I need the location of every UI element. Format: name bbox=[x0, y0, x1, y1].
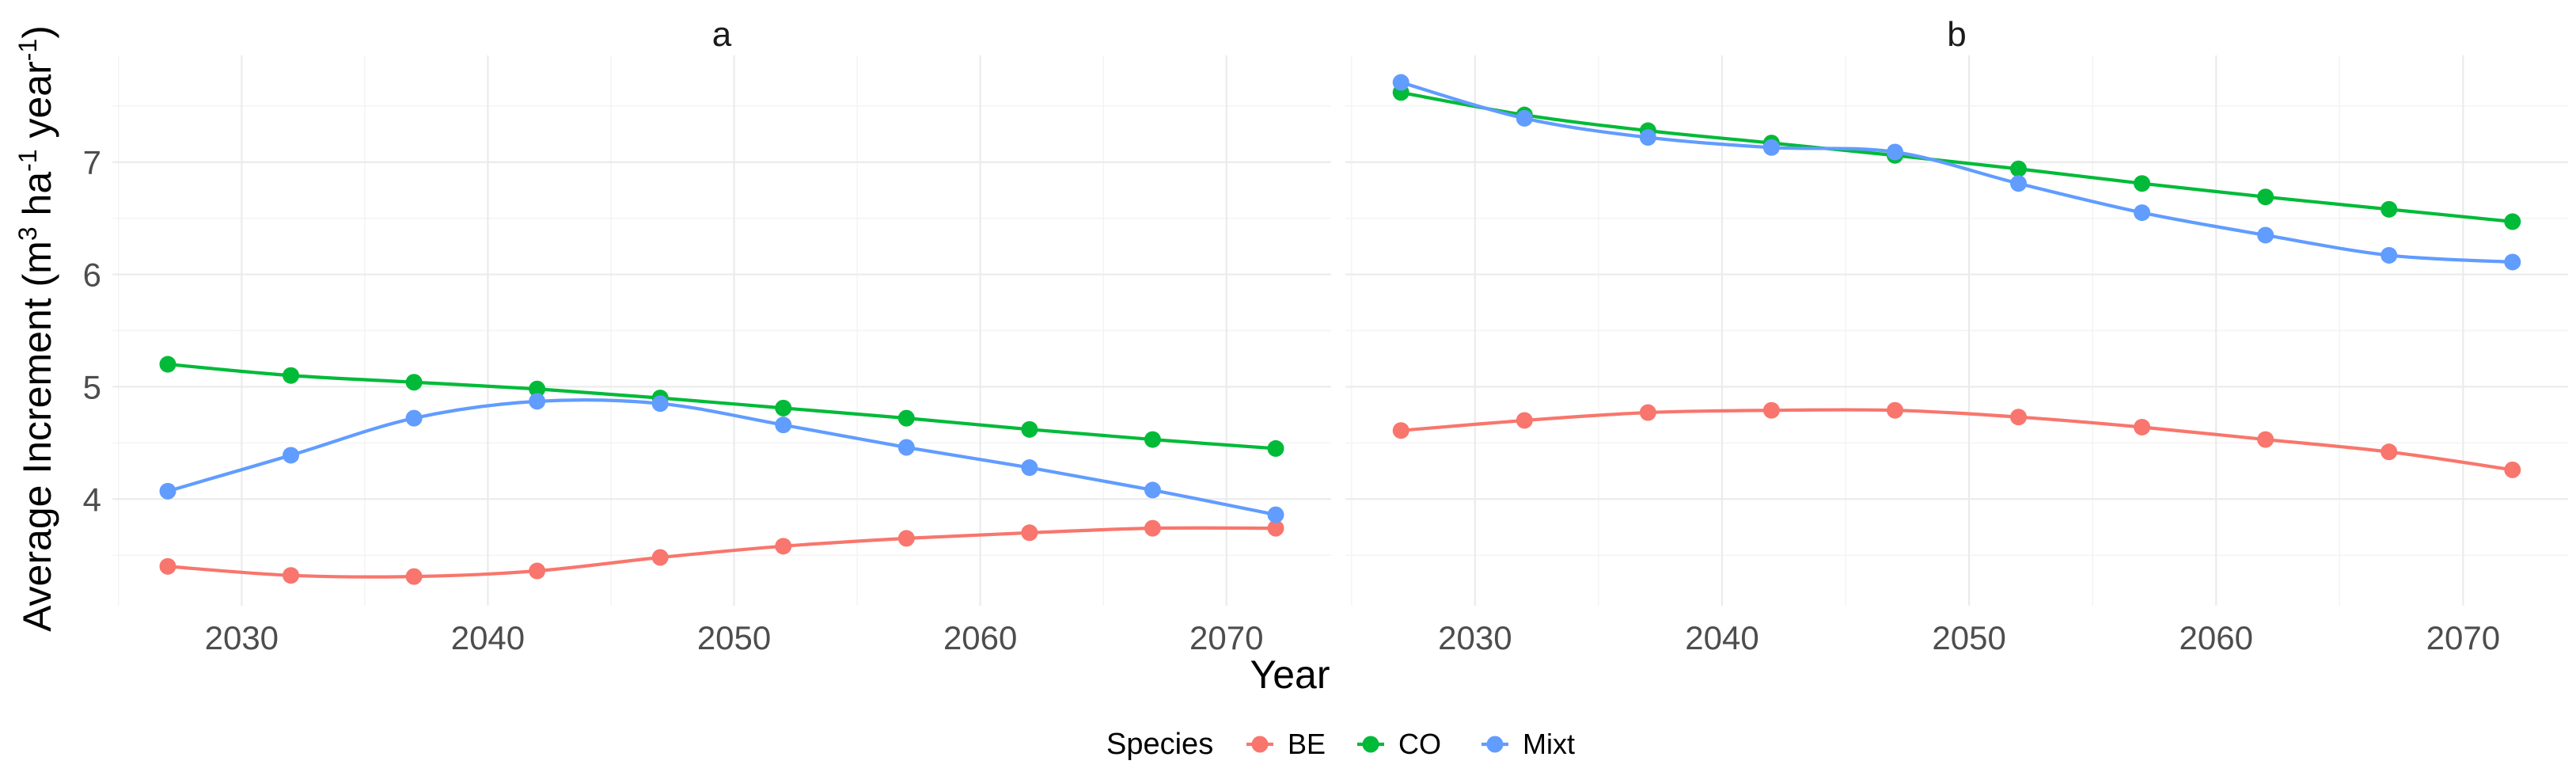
data-point bbox=[1144, 481, 1161, 499]
legend-point-key bbox=[1251, 736, 1269, 753]
data-point bbox=[2381, 246, 2398, 264]
data-point bbox=[1886, 401, 1903, 419]
x-tick-label: 2030 bbox=[205, 619, 279, 656]
data-point bbox=[1021, 524, 1038, 542]
series-line bbox=[1399, 90, 2514, 224]
legend-entry-mixt: Mixt bbox=[1481, 728, 1575, 760]
series-mixt bbox=[159, 393, 1284, 523]
data-point bbox=[1144, 519, 1161, 537]
legend-entry-co: CO bbox=[1357, 728, 1441, 760]
data-point bbox=[159, 356, 176, 373]
data-point bbox=[2504, 461, 2521, 478]
series-line bbox=[165, 397, 1278, 517]
data-point bbox=[1144, 431, 1161, 448]
legend-label: BE bbox=[1288, 728, 1326, 760]
data-point bbox=[159, 557, 176, 575]
legend-title: Species bbox=[1106, 728, 1213, 761]
data-point bbox=[283, 447, 300, 464]
x-tick-label: 2070 bbox=[2426, 619, 2500, 656]
data-point bbox=[1021, 420, 1038, 438]
data-point bbox=[1392, 74, 1409, 91]
data-point bbox=[2010, 160, 2028, 177]
x-tick-label: 2060 bbox=[2180, 619, 2253, 656]
data-point bbox=[159, 482, 176, 500]
data-point bbox=[1762, 139, 1780, 156]
data-point bbox=[2134, 204, 2151, 222]
data-point bbox=[1267, 519, 1284, 537]
legend: Species BE CO Mixt bbox=[1106, 728, 1575, 761]
series-line bbox=[165, 362, 1278, 451]
x-tick-label: 2060 bbox=[943, 619, 1017, 656]
data-point bbox=[529, 380, 546, 397]
data-point bbox=[1516, 109, 1533, 127]
data-point bbox=[2134, 418, 2151, 435]
panel-b: 2030 2040 2050 2060 2070 b bbox=[1345, 15, 2568, 656]
x-tick-label: 2040 bbox=[451, 619, 525, 656]
legend-entries: BE CO Mixt bbox=[1246, 728, 1575, 760]
data-point bbox=[1762, 401, 1780, 419]
series-be bbox=[159, 519, 1284, 585]
data-point bbox=[2504, 213, 2521, 230]
data-point bbox=[1639, 404, 1656, 421]
data-point bbox=[1886, 143, 1903, 161]
y-tick-label: 7 bbox=[83, 144, 101, 181]
x-tick-label: 2050 bbox=[697, 619, 771, 656]
data-point bbox=[2381, 443, 2398, 461]
y-tick-label: 6 bbox=[83, 257, 101, 294]
data-point bbox=[1267, 439, 1284, 457]
data-point bbox=[1639, 129, 1656, 146]
data-point bbox=[1021, 459, 1038, 477]
data-point bbox=[283, 567, 300, 584]
y-tick-label: 5 bbox=[83, 368, 101, 405]
legend-label: Mixt bbox=[1523, 728, 1575, 760]
data-point bbox=[2381, 200, 2398, 218]
panel-a: 2030 2040 2050 2060 2070 4 5 6 7 a bbox=[83, 15, 1331, 656]
data-point bbox=[775, 416, 792, 434]
legend-point-key bbox=[1486, 736, 1504, 753]
panel-strip-label: a bbox=[712, 15, 732, 54]
data-point bbox=[2134, 175, 2151, 192]
data-point bbox=[651, 395, 669, 413]
legend-point-key bbox=[1362, 736, 1379, 753]
data-point bbox=[529, 562, 546, 580]
data-point bbox=[2257, 431, 2274, 448]
data-point bbox=[529, 393, 546, 410]
data-point bbox=[405, 409, 423, 427]
series-line bbox=[1399, 80, 2514, 264]
x-tick-label: 2070 bbox=[1189, 619, 1263, 656]
series-be bbox=[1392, 401, 2521, 478]
y-axis-title: Average Increment (m3 ha-1 year-1) bbox=[13, 25, 59, 632]
data-point bbox=[775, 399, 792, 416]
data-point bbox=[2010, 175, 2028, 192]
x-tick-label: 2050 bbox=[1932, 619, 2005, 656]
legend-label: CO bbox=[1398, 728, 1441, 760]
series-line bbox=[165, 526, 1278, 579]
data-point bbox=[2257, 188, 2274, 206]
data-point bbox=[405, 568, 423, 585]
x-tick-label: 2030 bbox=[1438, 619, 1512, 656]
y-tick-label: 4 bbox=[83, 481, 101, 518]
data-point bbox=[775, 538, 792, 555]
x-axis-title: Year bbox=[1250, 652, 1330, 697]
series-mixt bbox=[1392, 74, 2521, 271]
data-point bbox=[897, 409, 915, 427]
data-point bbox=[1392, 422, 1409, 439]
data-point bbox=[897, 530, 915, 547]
data-point bbox=[1267, 506, 1284, 523]
panel-strip-label: b bbox=[1947, 15, 1966, 54]
data-point bbox=[651, 549, 669, 566]
data-point bbox=[897, 439, 915, 456]
data-point bbox=[1516, 412, 1533, 429]
data-point bbox=[2504, 253, 2521, 271]
x-tick-label: 2040 bbox=[1685, 619, 1758, 656]
series-line bbox=[1399, 408, 2514, 472]
data-point bbox=[2257, 226, 2274, 244]
data-point bbox=[283, 367, 300, 384]
data-point bbox=[405, 374, 423, 391]
data-point bbox=[2010, 409, 2028, 426]
legend-entry-be: BE bbox=[1246, 728, 1326, 760]
